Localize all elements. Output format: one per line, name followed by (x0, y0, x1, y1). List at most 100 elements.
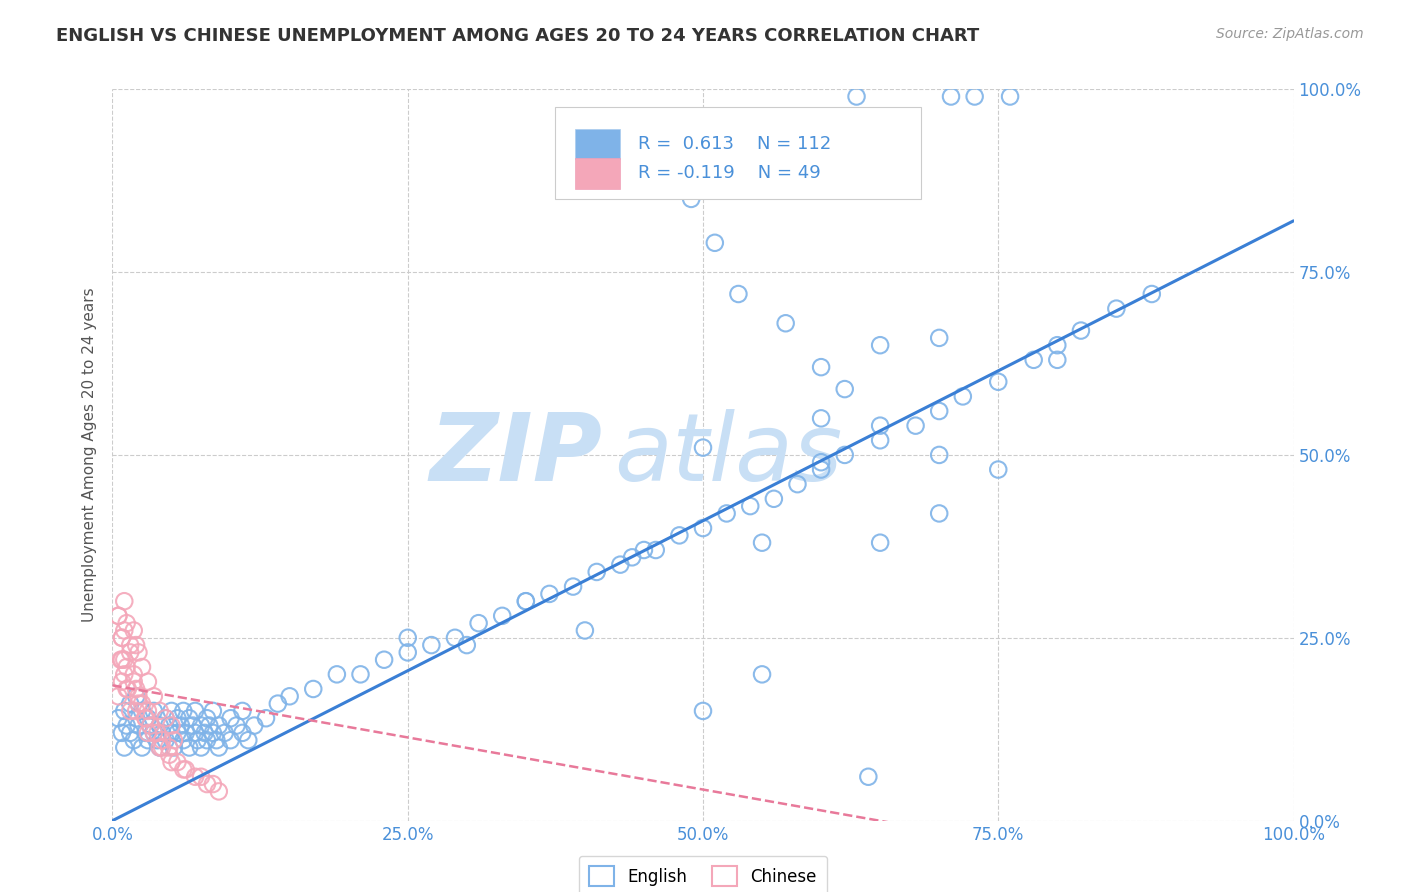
Point (267, 697, 290, 711)
Point (112, 704, 135, 718)
Point (195, 711, 218, 725)
Point (174, 726, 197, 740)
Point (142, 690, 165, 704)
Point (120, 726, 142, 740)
Point (111, 631, 134, 645)
Point (170, 718, 193, 732)
Point (157, 747, 180, 762)
Point (149, 704, 172, 718)
Point (181, 718, 204, 732)
Point (135, 711, 157, 725)
Point (146, 733, 169, 747)
Point (201, 704, 224, 718)
Point (160, 726, 183, 740)
Point (190, 770, 212, 784)
Point (609, 558, 631, 572)
Point (179, 711, 201, 725)
Point (157, 740, 180, 755)
Point (122, 733, 145, 747)
Point (952, 389, 974, 403)
Point (963, 89, 986, 103)
Point (751, 667, 773, 681)
Point (195, 777, 218, 791)
Point (120, 697, 142, 711)
Point (160, 704, 183, 718)
Point (131, 704, 153, 718)
Point (149, 718, 172, 732)
Point (150, 733, 173, 747)
Point (125, 704, 148, 718)
Point (692, 441, 714, 455)
Point (444, 631, 467, 645)
Point (160, 755, 183, 769)
Point (198, 718, 221, 732)
Point (928, 507, 950, 521)
Point (166, 755, 188, 769)
Point (142, 704, 165, 718)
Point (194, 726, 217, 740)
Point (420, 638, 443, 652)
Point (657, 133, 679, 147)
Point (231, 704, 253, 718)
Point (727, 287, 749, 301)
Point (869, 418, 891, 433)
Point (139, 718, 162, 732)
Point (112, 740, 135, 755)
Point (1105, 301, 1128, 316)
Point (150, 740, 173, 755)
Point (131, 697, 153, 711)
FancyBboxPatch shape (575, 128, 620, 160)
Point (987, 375, 1010, 389)
Y-axis label: Unemployment Among Ages 20 to 24 years: Unemployment Among Ages 20 to 24 years (82, 287, 97, 623)
Point (142, 726, 165, 740)
Point (326, 667, 349, 681)
Point (201, 777, 224, 791)
Point (122, 624, 145, 638)
Point (186, 733, 208, 747)
Point (107, 608, 129, 623)
Point (928, 404, 950, 418)
Point (201, 726, 224, 740)
Point (120, 638, 142, 652)
Point (120, 704, 142, 718)
Point (122, 667, 145, 681)
Point (491, 608, 513, 623)
Text: R = -0.119    N = 49: R = -0.119 N = 49 (638, 164, 821, 182)
Point (107, 608, 129, 623)
Point (810, 360, 832, 375)
Point (869, 338, 891, 352)
Point (190, 740, 212, 755)
Point (987, 462, 1010, 476)
Text: R =  0.613    N = 112: R = 0.613 N = 112 (638, 135, 831, 153)
Text: atlas: atlas (614, 409, 842, 500)
Point (149, 740, 172, 755)
Point (869, 535, 891, 549)
FancyBboxPatch shape (555, 108, 921, 199)
Point (139, 718, 162, 732)
Point (107, 690, 129, 704)
Point (928, 448, 950, 462)
Point (111, 674, 134, 689)
Point (136, 733, 159, 747)
Point (179, 740, 201, 755)
Point (111, 631, 134, 645)
Point (125, 690, 148, 704)
Point (136, 726, 159, 740)
Point (174, 763, 197, 777)
Point (740, 499, 762, 513)
Point (107, 711, 129, 725)
Point (574, 624, 596, 638)
Point (155, 733, 177, 747)
Point (160, 718, 183, 732)
Point (928, 331, 950, 345)
Point (155, 711, 177, 725)
Point (125, 681, 148, 696)
Point (172, 763, 194, 777)
Point (231, 726, 253, 740)
Text: Source: ZipAtlas.com: Source: ZipAtlas.com (1216, 27, 1364, 41)
Point (112, 667, 135, 681)
Text: ZIP: ZIP (430, 409, 603, 501)
Point (703, 235, 725, 250)
Point (166, 726, 188, 740)
Point (644, 543, 666, 558)
